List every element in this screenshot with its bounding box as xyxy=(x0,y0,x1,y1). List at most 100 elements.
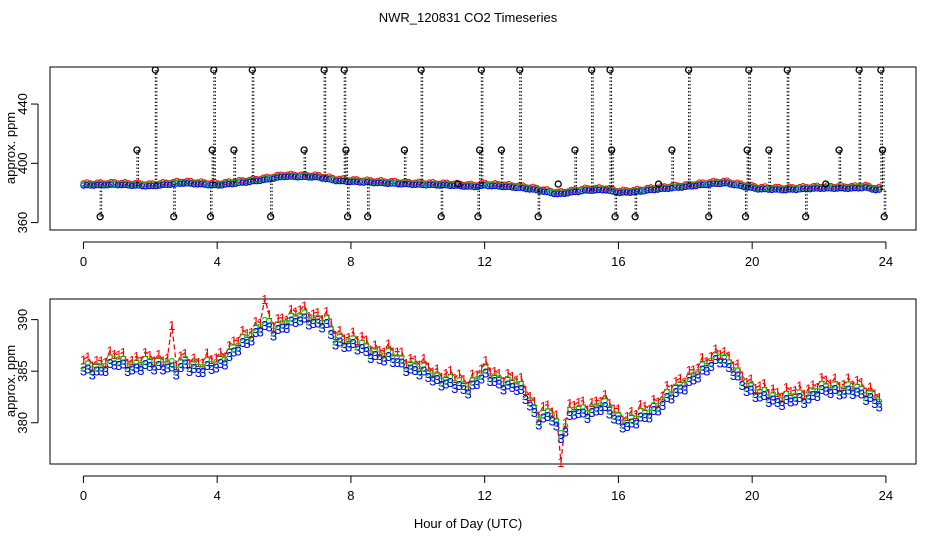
lower-point-series-2: 2 xyxy=(327,323,334,338)
lower-point-series-3: 3 xyxy=(526,398,533,413)
lower-point-series-1: 1 xyxy=(862,385,869,400)
lower-point-series-3: 3 xyxy=(345,339,352,354)
upper-outlier-low-point xyxy=(631,213,639,221)
upper-point-series-3 xyxy=(768,186,776,194)
lower-point-series-1: 1 xyxy=(182,346,189,361)
lower-point-series-3: 3 xyxy=(641,410,648,425)
upper-point-series-4 xyxy=(734,182,741,188)
lower-point-series-1: 1 xyxy=(606,396,613,411)
lower-point-series-1: 1 xyxy=(429,364,436,379)
lower-point-series-1: 1 xyxy=(571,398,578,413)
lower-point-series-3: 3 xyxy=(699,362,706,377)
lower-point-series-3: 3 xyxy=(332,338,339,353)
lower-point-series-3: 3 xyxy=(425,370,432,385)
upper-point-series-3 xyxy=(488,182,495,190)
lower-point-series-1: 1 xyxy=(434,361,441,376)
lower-point-series-1: 1 xyxy=(403,356,410,371)
lower-point-series-3: 3 xyxy=(146,359,153,374)
lower-point-series-2: 2 xyxy=(261,314,268,329)
lower-point-series-3: 3 xyxy=(708,359,715,374)
lower-point-series-1: 1 xyxy=(252,314,259,329)
lower-point-series-1: 1 xyxy=(867,379,874,394)
lower-point-series-2: 2 xyxy=(601,395,608,410)
upper-point-series-3 xyxy=(83,181,91,189)
upper-outlier-mid-point xyxy=(878,146,887,154)
lower-point-series-1: 1 xyxy=(792,383,799,398)
lower-point-series-1: 1 xyxy=(473,367,480,382)
lower-point-series-2: 2 xyxy=(257,321,264,336)
lower-point-series-3: 3 xyxy=(650,403,657,418)
lower-point-series-2: 2 xyxy=(137,359,144,374)
lower-point-series-2: 2 xyxy=(500,378,507,393)
lower-point-series-1: 1 xyxy=(699,350,706,365)
lower-point-series-2: 2 xyxy=(128,359,135,374)
lower-point-series-1: 1 xyxy=(765,386,772,401)
upper-point-series-3 xyxy=(869,186,876,193)
lower-point-series-1: 1 xyxy=(831,371,838,386)
upper-point-series-3 xyxy=(381,180,388,187)
upper-outlier-low-point xyxy=(267,213,275,221)
lower-point-series-1: 1 xyxy=(451,371,458,386)
lower-point-series-1: 1 xyxy=(416,358,423,373)
upper-point-series-3 xyxy=(367,179,374,186)
lower-point-series-1: 1 xyxy=(845,371,852,386)
lower-point-series-1: 1 xyxy=(239,323,246,338)
lower-point-series-3: 3 xyxy=(712,352,719,367)
upper-point-series-3 xyxy=(713,180,720,188)
lower-point-series-3: 3 xyxy=(491,374,498,389)
lower-point-series-1: 1 xyxy=(823,372,830,387)
upper-point-series-3 xyxy=(723,180,731,187)
upper-x-tick-label: 24 xyxy=(879,254,893,269)
lower-point-series-1: 1 xyxy=(818,370,825,385)
lower-point-series-3: 3 xyxy=(659,398,666,413)
lower-point-series-1: 1 xyxy=(544,397,551,412)
lower-point-series-1: 1 xyxy=(128,353,135,368)
lower-point-series-2: 2 xyxy=(761,384,768,399)
lower-point-series-1: 1 xyxy=(363,333,370,348)
lower-point-series-3: 3 xyxy=(646,411,653,426)
lower-point-series-3: 3 xyxy=(628,415,635,430)
upper-point-series-4 xyxy=(111,181,118,187)
lower-point-series-1: 1 xyxy=(659,388,666,403)
upper-outlier-high-point xyxy=(588,66,596,74)
lower-point-series-3: 3 xyxy=(787,394,794,409)
lower-point-series-2: 2 xyxy=(809,384,816,399)
lower-point-series-1: 1 xyxy=(769,382,776,397)
lower-point-series-3: 3 xyxy=(858,386,865,401)
lower-point-series-2: 2 xyxy=(296,309,303,324)
lower-point-series-3: 3 xyxy=(818,382,825,397)
lower-point-series-3: 3 xyxy=(266,319,273,334)
upper-point-series-3 xyxy=(554,190,561,198)
upper-x-tick-label: 16 xyxy=(611,254,625,269)
lower-point-series-1: 1 xyxy=(283,313,290,328)
upper-point-series-3 xyxy=(315,174,322,181)
lower-point-series-2: 2 xyxy=(672,381,679,396)
lower-point-series-1: 1 xyxy=(102,355,109,370)
lower-point-series-3: 3 xyxy=(270,329,277,344)
lower-point-series-1: 1 xyxy=(350,325,357,340)
lower-point-series-3: 3 xyxy=(792,394,799,409)
lower-point-series-2: 2 xyxy=(814,385,821,400)
lower-point-series-2: 2 xyxy=(164,356,171,371)
upper-point-series-3 xyxy=(433,182,440,189)
lower-point-series-1: 1 xyxy=(827,377,834,392)
lower-point-series-1: 1 xyxy=(296,303,303,318)
upper-point-series-4 xyxy=(672,184,678,190)
lower-point-series-2: 2 xyxy=(800,392,807,407)
lower-point-series-2: 2 xyxy=(473,373,480,388)
lower-point-series-3: 3 xyxy=(823,383,830,398)
lower-point-series-1: 1 xyxy=(809,377,816,392)
lower-point-series-2: 2 xyxy=(266,315,273,330)
lower-point-series-1: 1 xyxy=(146,348,153,363)
lower-point-series-2: 2 xyxy=(876,396,883,411)
lower-point-series-2: 2 xyxy=(80,359,87,374)
upper-point-series-3 xyxy=(862,184,869,191)
lower-point-series-2: 2 xyxy=(487,370,494,385)
lower-point-series-3: 3 xyxy=(128,363,135,378)
lower-point-series-2: 2 xyxy=(186,360,193,375)
lower-point-series-1: 1 xyxy=(655,395,662,410)
upper-outlier-mid-point xyxy=(230,146,238,154)
lower-point-series-3: 3 xyxy=(571,408,578,423)
lower-point-series-3: 3 xyxy=(102,364,109,379)
